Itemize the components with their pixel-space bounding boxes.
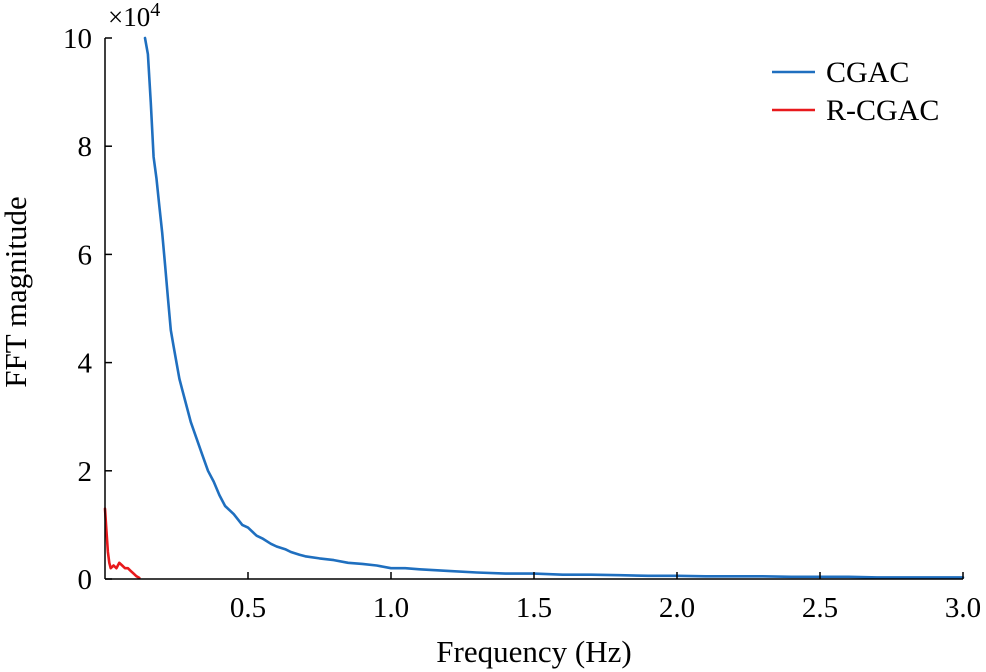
legend: CGAC R-CGAC [772, 56, 939, 127]
legend-label-cgac: CGAC [826, 56, 909, 89]
x-tick-label: 2.0 [659, 592, 695, 624]
y-tick-label: 2 [78, 456, 93, 488]
x-tick-label: 1.5 [516, 592, 552, 624]
series-line-r-cgac [105, 509, 139, 578]
y-axis-multiplier-base: ×10 [108, 2, 150, 32]
y-axis-multiplier: ×104 [108, 0, 160, 32]
x-tick-label: 0.5 [230, 592, 266, 624]
y-tick-label: 0 [78, 564, 93, 596]
y-tick-label: 4 [78, 348, 93, 380]
x-tick-label: 3.0 [945, 592, 981, 624]
y-axis-label: FFT magnitude [0, 196, 33, 387]
y-tick-label: 8 [78, 131, 93, 163]
x-tick-label: 1.0 [373, 592, 409, 624]
y-axis-multiplier-exponent: 4 [150, 0, 160, 21]
y-tick-label: 10 [63, 23, 92, 55]
x-tick-label: 2.5 [802, 592, 838, 624]
x-axis-label: Frequency (Hz) [436, 634, 631, 669]
legend-label-r-cgac: R-CGAC [826, 94, 939, 127]
y-tick-label: 6 [78, 239, 93, 271]
